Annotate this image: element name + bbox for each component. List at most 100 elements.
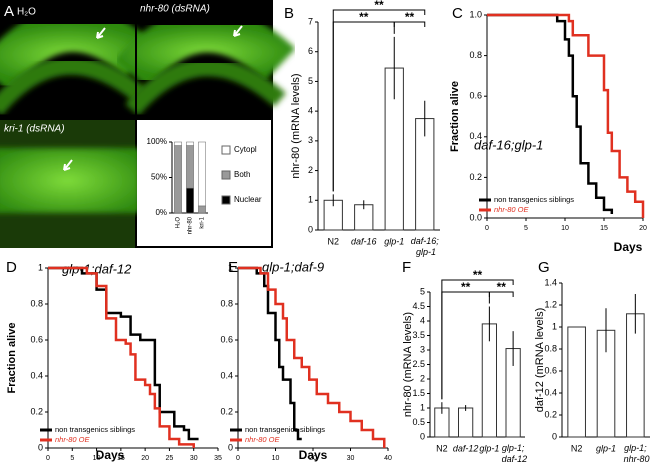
y-tick-label: 1.0 <box>469 9 482 19</box>
x-tick-label: glp-1 <box>596 443 616 453</box>
y-tick-label: 0.2 <box>30 406 43 416</box>
panel-letter: E <box>228 259 238 276</box>
significance-label: ** <box>374 0 384 12</box>
y-tick-label: 5 <box>308 76 313 86</box>
legend-label: Cytopl <box>234 145 257 154</box>
y-tick-label: 1.4 <box>544 277 557 287</box>
y-tick-label: 0.8 <box>220 298 233 308</box>
significance-label: ** <box>461 280 471 294</box>
micrograph <box>114 7 296 116</box>
y-tick-label: 2 <box>420 373 425 383</box>
y-tick-label: 2.5 <box>412 359 425 369</box>
y-tick-label: 0.8 <box>30 298 43 308</box>
panel-letter: B <box>284 5 294 22</box>
panel-letter: C <box>452 5 463 22</box>
y-tick-label: 0.8 <box>544 343 557 353</box>
x-tick-label: nhr-80 <box>188 216 194 234</box>
x-tick-label: N2 <box>571 443 583 453</box>
y-tick-label: 4 <box>308 106 313 116</box>
x-tick-label: N2 <box>436 443 448 453</box>
bar-segment <box>198 205 206 214</box>
legend-label: nhr-80 OE <box>494 205 529 214</box>
significance-label: ** <box>473 268 483 282</box>
x-axis-label: Days <box>614 240 643 254</box>
x-tick-label: 25 <box>166 455 174 462</box>
y-tick-label: 0.2 <box>544 409 557 419</box>
bar-segment <box>198 141 206 207</box>
legend-swatch <box>221 195 231 205</box>
x-tick-label: kri-1 <box>200 216 206 228</box>
x-tick-label: daf-16; glp-1 <box>411 236 440 257</box>
y-tick-label: 3 <box>420 344 425 354</box>
x-tick-label: 30 <box>190 455 198 462</box>
arrow <box>96 27 106 39</box>
y-tick-label: 1.5 <box>412 388 425 398</box>
y-tick-label: 0 <box>228 442 233 452</box>
y-tick-label: 5 <box>420 286 425 296</box>
micrograph <box>0 120 140 248</box>
y-tick-label: 4.5 <box>412 301 425 311</box>
survival-curve <box>487 13 614 214</box>
plot-label: glp-1;daf-9 <box>262 259 324 274</box>
y-tick-label: 1.2 <box>544 299 557 309</box>
y-tick-label: 0.2 <box>220 406 233 416</box>
divider <box>0 118 135 120</box>
survival-curve <box>48 266 199 441</box>
y-tick-label: 0.4 <box>469 131 482 141</box>
y-tick-label: 0.4 <box>30 370 43 380</box>
panel-letter: A <box>4 3 14 20</box>
x-tick-label: glp-1; nhr-80 <box>621 443 649 464</box>
y-tick-label: 0 <box>552 431 557 441</box>
y-tick-label: 0.6 <box>30 334 43 344</box>
y-axis-label: nhr-80 (mRNA levels) <box>402 312 414 417</box>
y-tick-label: 4 <box>420 315 425 325</box>
survival-curve <box>238 266 386 448</box>
y-tick-label: 7 <box>308 16 313 26</box>
x-tick-label: 0 <box>46 455 50 462</box>
bar-segment <box>174 141 182 146</box>
y-axis-label: Fraction alive <box>6 323 18 394</box>
y-tick-label: 1 <box>228 262 233 272</box>
y-tick-label: 1 <box>308 195 313 205</box>
y-tick-label: 0.6 <box>544 365 557 375</box>
y-tick-label: 0.0 <box>469 212 482 222</box>
y-tick-label: 0% <box>155 208 167 217</box>
x-tick-label: glp-1 <box>479 443 499 453</box>
y-tick-label: 3.5 <box>412 330 425 340</box>
survival-curve <box>487 13 645 218</box>
plot-label: daf-16;glp-1 <box>474 137 543 152</box>
divider <box>135 0 137 118</box>
arrow <box>233 25 243 37</box>
y-tick-label: 0.8 <box>469 50 482 60</box>
bar-segment <box>174 145 182 214</box>
panel-letter: D <box>6 259 17 276</box>
bar <box>567 326 586 438</box>
bar-segment <box>186 145 194 189</box>
panel-letter: G <box>538 259 550 276</box>
y-tick-label: 0.5 <box>412 417 425 427</box>
survival-curve <box>238 266 302 441</box>
x-tick-label: H₂O <box>176 217 182 229</box>
legend-label: Both <box>234 170 250 179</box>
x-tick-label: 5 <box>524 225 528 232</box>
x-tick-label: 15 <box>117 455 125 462</box>
y-tick-label: 2 <box>308 165 313 175</box>
x-tick-label: N2 <box>327 236 339 246</box>
y-tick-label: 6 <box>308 46 313 56</box>
legend-label: nhr-80 OE <box>245 435 280 444</box>
y-axis-label: Fraction alive <box>449 81 461 152</box>
y-tick-label: 0.4 <box>544 387 557 397</box>
legend-label: non transgenics siblings <box>245 425 325 434</box>
x-tick-label: 0 <box>485 225 489 232</box>
y-tick-label: 1 <box>38 262 43 272</box>
significance-bracket <box>393 21 426 34</box>
bar-segment <box>186 187 194 214</box>
arrow <box>63 159 73 171</box>
significance-bracket <box>488 291 514 304</box>
y-tick-label: 50% <box>151 173 167 182</box>
y-tick-label: 0 <box>420 431 425 441</box>
legend-swatch <box>221 170 231 180</box>
y-tick-label: 1 <box>420 402 425 412</box>
